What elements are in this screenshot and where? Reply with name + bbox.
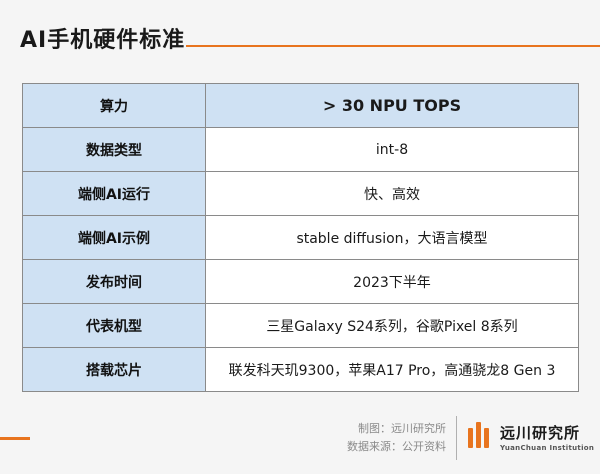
row-value: stable diffusion，大语言模型: [205, 215, 579, 260]
table-row: 数据类型 int-8: [22, 127, 579, 172]
table-row: 搭载芯片 联发科天玑9300，苹果A17 Pro，高通骁龙8 Gen 3: [22, 347, 579, 392]
row-value: > 30 NPU TOPS: [205, 83, 579, 128]
row-value: 快、高效: [205, 171, 579, 216]
brand-logo-icon: [468, 422, 492, 448]
table-row: 端侧AI示例 stable diffusion，大语言模型: [22, 215, 579, 260]
row-key: 算力: [22, 83, 206, 128]
row-key: 端侧AI运行: [22, 171, 206, 216]
spec-table: 算力 > 30 NPU TOPS 数据类型 int-8 端侧AI运行 快、高效 …: [22, 83, 579, 392]
row-key: 发布时间: [22, 259, 206, 304]
row-value: 三星Galaxy S24系列，谷歌Pixel 8系列: [205, 303, 579, 348]
row-key: 端侧AI示例: [22, 215, 206, 260]
brand-logo: 远川研究所 YuanChuan Institution: [466, 418, 600, 462]
made-by-text: 制图：远川研究所: [358, 422, 446, 435]
brand-logo-english: YuanChuan Institution: [500, 444, 595, 452]
row-value: 2023下半年: [205, 259, 579, 304]
table-row: 发布时间 2023下半年: [22, 259, 579, 304]
row-key: 代表机型: [22, 303, 206, 348]
row-key: 数据类型: [22, 127, 206, 172]
title-underline: [186, 45, 600, 47]
table-row: 算力 > 30 NPU TOPS: [22, 83, 579, 128]
table-row: 端侧AI运行 快、高效: [22, 171, 579, 216]
brand-logo-name: 远川研究所: [500, 424, 581, 442]
credits: 制图：远川研究所 数据来源：公开资料: [316, 420, 446, 456]
source-text: 数据来源：公开资料: [347, 440, 446, 453]
title-bar: AI手机硬件标准: [0, 0, 600, 72]
row-value: 联发科天玑9300，苹果A17 Pro，高通骁龙8 Gen 3: [205, 347, 579, 392]
footer-divider: [456, 416, 457, 460]
page-title: AI手机硬件标准: [20, 28, 186, 53]
table-row: 代表机型 三星Galaxy S24系列，谷歌Pixel 8系列: [22, 303, 579, 348]
row-key: 搭载芯片: [22, 347, 206, 392]
footer-accent-line: [0, 437, 30, 440]
row-value: int-8: [205, 127, 579, 172]
